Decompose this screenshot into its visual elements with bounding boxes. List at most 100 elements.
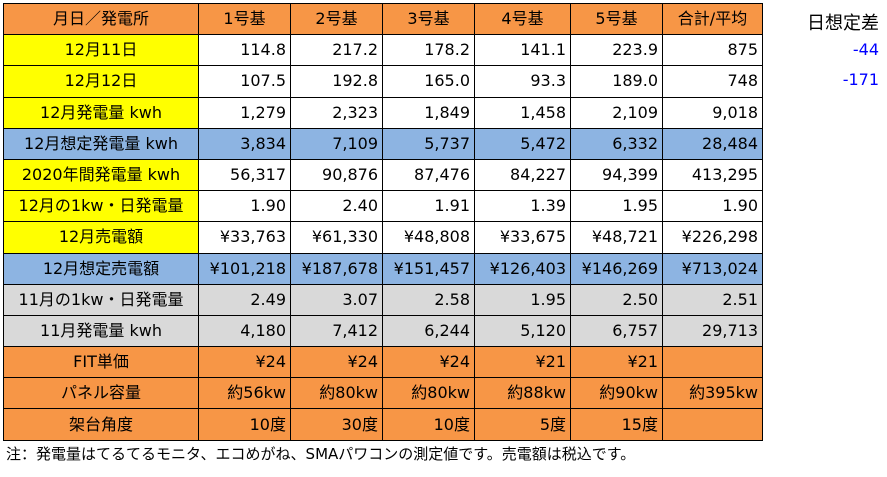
cell-unit-1: 56,317: [198, 158, 291, 192]
power-generation-table: 月日／発電所 1号基 2号基 3号基 4号基 5号基 合計/平均 12月11日 1…: [3, 2, 763, 441]
cell-total: ¥713,024: [662, 252, 763, 285]
table-row: 12月売電額 ¥33,763 ¥61,330 ¥48,808 ¥33,675 ¥48,72…: [3, 221, 763, 254]
cell-unit-5: 223.9: [570, 34, 663, 67]
table-row: 架台角度 10度 30度 10度 5度 15度: [3, 408, 763, 441]
cell-unit-4: 5,472: [474, 127, 571, 160]
cell-total: 748: [662, 65, 763, 98]
cell-unit-1: ¥101,218: [198, 252, 291, 285]
cell-unit-5: 189.0: [570, 65, 663, 98]
cell-unit-5: 15度: [570, 408, 663, 441]
cell-unit-5: 6,757: [570, 314, 663, 348]
cell-unit-5: ¥146,269: [570, 252, 663, 285]
table-row: 12月12日 107.5 192.8 165.0 93.3 189.0 748: [3, 65, 763, 98]
cell-unit-2: 2.40: [290, 190, 383, 223]
cell-unit-4: 5度: [474, 408, 571, 441]
row-label: 架台角度: [3, 408, 199, 441]
header-unit-1: 1号基: [198, 2, 291, 36]
cell-unit-1: 10度: [198, 408, 291, 441]
cell-unit-1: 107.5: [198, 65, 291, 98]
cell-unit-4: 1.95: [474, 283, 571, 316]
cell-unit-4: 5,120: [474, 314, 571, 348]
cell-unit-1: ¥24: [198, 346, 291, 379]
cell-unit-2: ¥187,678: [290, 252, 383, 285]
cell-unit-3: 6,244: [382, 314, 475, 348]
cell-unit-2: 約80kw: [290, 377, 383, 410]
cell-total: 約395kw: [662, 377, 763, 410]
cell-unit-1: 2.49: [198, 283, 291, 316]
cell-unit-4: 1.39: [474, 190, 571, 223]
cell-unit-1: 1.90: [198, 190, 291, 223]
cell-total: [662, 346, 763, 379]
row-label: 11月発電量 kwh: [3, 314, 199, 348]
row-label: 11月の1kw・日発電量: [3, 283, 199, 316]
cell-unit-5: ¥48,721: [570, 221, 663, 254]
row-label: 12月想定発電量 kwh: [3, 127, 199, 160]
cell-unit-3: 87,476: [382, 158, 475, 192]
table-row: 12月想定売電額 ¥101,218 ¥187,678 ¥151,457 ¥126,403…: [3, 252, 763, 285]
cell-unit-3: 5,737: [382, 127, 475, 160]
table-header-row: 月日／発電所 1号基 2号基 3号基 4号基 5号基 合計/平均: [3, 2, 763, 36]
daily-diff-value-2: -171: [842, 70, 879, 89]
header-corner: 月日／発電所: [3, 2, 199, 36]
cell-unit-4: 93.3: [474, 65, 571, 98]
cell-unit-4: 84,227: [474, 158, 571, 192]
cell-unit-2: 30度: [290, 408, 383, 441]
daily-diff-title: 日想定差: [807, 13, 879, 34]
cell-total: 413,295: [662, 158, 763, 192]
table-row: FIT単価 ¥24 ¥24 ¥24 ¥21 ¥21: [3, 346, 763, 379]
cell-total: 9,018: [662, 96, 763, 129]
table-body: 12月11日 114.8 217.2 178.2 141.1 223.9 875 12月12日…: [3, 34, 763, 441]
cell-unit-3: 165.0: [382, 65, 475, 98]
cell-unit-2: 90,876: [290, 158, 383, 192]
cell-unit-3: 10度: [382, 408, 475, 441]
cell-unit-1: 1,279: [198, 96, 291, 129]
table-row: 2020年間発電量 kwh 56,317 90,876 87,476 84,227 94,…: [3, 158, 763, 192]
cell-unit-4: ¥21: [474, 346, 571, 379]
cell-unit-1: 4,180: [198, 314, 291, 348]
header-unit-3: 3号基: [382, 2, 475, 36]
row-label: 2020年間発電量 kwh: [3, 158, 199, 192]
cell-unit-3: ¥151,457: [382, 252, 475, 285]
cell-unit-2: 2,323: [290, 96, 383, 129]
row-label: 12月売電額: [3, 221, 199, 254]
row-label: 12月11日: [3, 34, 199, 67]
cell-unit-4: ¥126,403: [474, 252, 571, 285]
header-unit-5: 5号基: [570, 2, 663, 36]
header-unit-4: 4号基: [474, 2, 571, 36]
daily-diff-value-1: -44: [852, 40, 879, 59]
cell-unit-5: 94,399: [570, 158, 663, 192]
cell-unit-5: 2.50: [570, 283, 663, 316]
header-total: 合計/平均: [662, 2, 763, 36]
cell-unit-4: 1,458: [474, 96, 571, 129]
cell-unit-2: 192.8: [290, 65, 383, 98]
cell-unit-3: 1,849: [382, 96, 475, 129]
cell-unit-2: ¥61,330: [290, 221, 383, 254]
row-label: 12月の1kw・日発電量: [3, 190, 199, 223]
cell-total: 875: [662, 34, 763, 67]
cell-unit-2: 3.07: [290, 283, 383, 316]
cell-unit-4: ¥33,675: [474, 221, 571, 254]
cell-unit-3: ¥24: [382, 346, 475, 379]
cell-unit-1: 3,834: [198, 127, 291, 160]
table-row: 12月の1kw・日発電量 1.90 2.40 1.91 1.39 1.95 1.90: [3, 190, 763, 223]
table-row: 12月想定発電量 kwh 3,834 7,109 5,737 5,472 6,332 28,…: [3, 127, 763, 160]
cell-unit-2: 7,412: [290, 314, 383, 348]
cell-unit-5: ¥21: [570, 346, 663, 379]
cell-unit-4: 141.1: [474, 34, 571, 67]
cell-total: ¥226,298: [662, 221, 763, 254]
cell-unit-1: 約56kw: [198, 377, 291, 410]
table-row: 11月発電量 kwh 4,180 7,412 6,244 5,120 6,757 29,71…: [3, 314, 763, 348]
row-label: 12月想定売電額: [3, 252, 199, 285]
cell-unit-2: ¥24: [290, 346, 383, 379]
cell-total: [662, 408, 763, 441]
row-label: FIT単価: [3, 346, 199, 379]
cell-unit-5: 1.95: [570, 190, 663, 223]
header-unit-2: 2号基: [290, 2, 383, 36]
cell-unit-3: 2.58: [382, 283, 475, 316]
footnote: 注：発電量はてるてるモニタ、エコめがね、SMAパワコンの測定値です。売電額は税込…: [6, 445, 636, 463]
cell-total: 2.51: [662, 283, 763, 316]
cell-unit-2: 7,109: [290, 127, 383, 160]
table-row: パネル容量 約56kw 約80kw 約80kw 約88kw 約90kw 約395kw: [3, 377, 763, 410]
table-row: 12月発電量 kwh 1,279 2,323 1,849 1,458 2,109 9,018: [3, 96, 763, 129]
table-row: 11月の1kw・日発電量 2.49 3.07 2.58 1.95 2.50 2.51: [3, 283, 763, 316]
